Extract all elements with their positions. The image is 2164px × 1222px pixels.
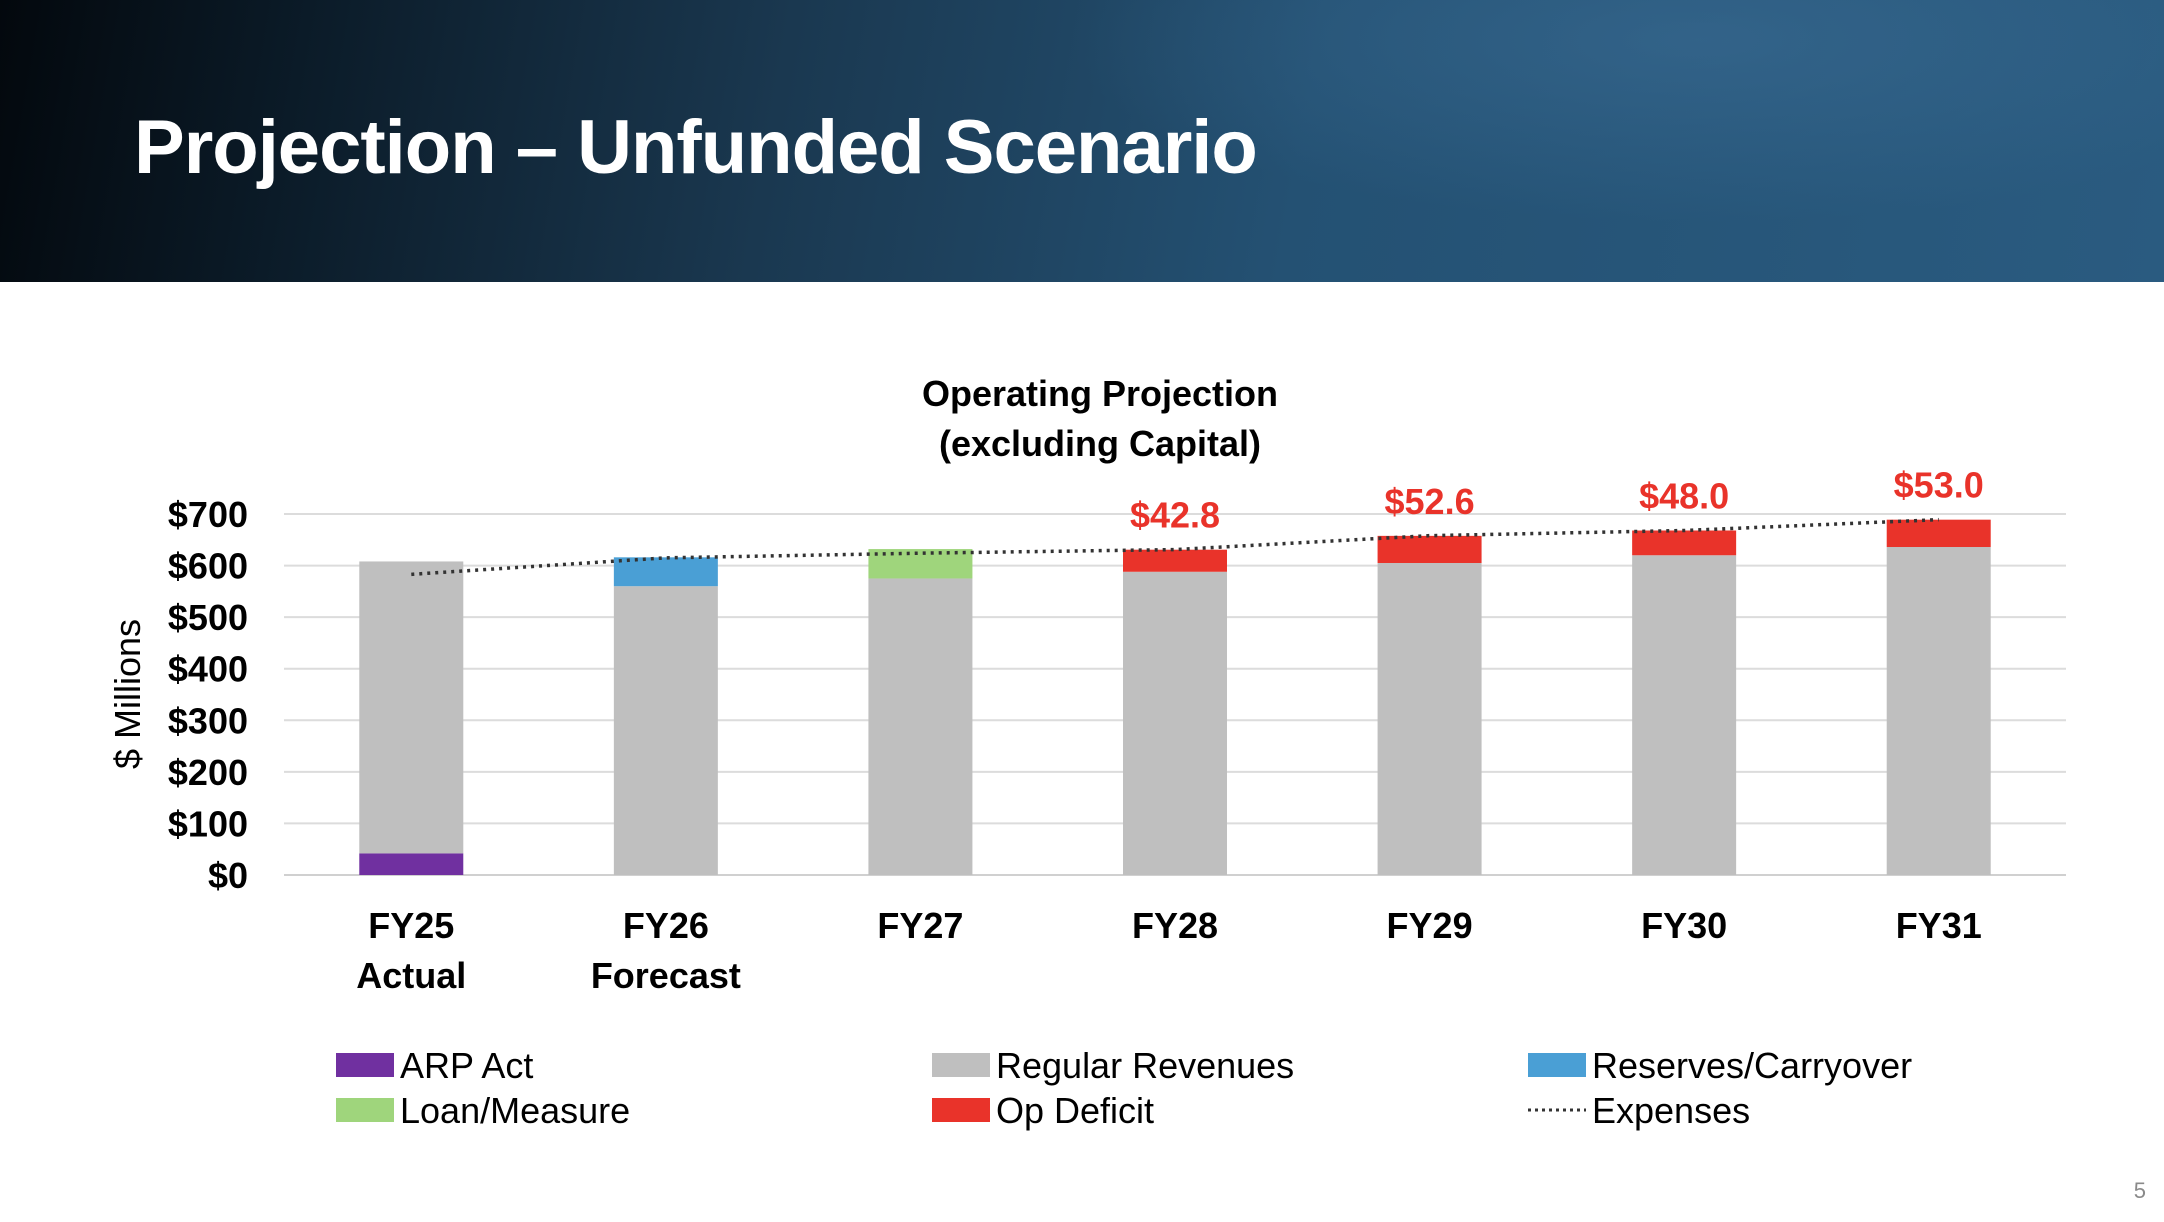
bar-reserves-carryover [613, 557, 718, 587]
x-tick-label: Forecast [591, 955, 741, 996]
bar-arp-act [359, 853, 464, 875]
deficit-data-label: $52.6 [1385, 481, 1475, 522]
x-tick-label: FY27 [877, 905, 963, 946]
legend-swatch [336, 1098, 394, 1122]
legend-label: ARP Act [400, 1045, 533, 1086]
y-tick-label: $500 [168, 597, 248, 638]
y-tick-label: $0 [208, 855, 248, 896]
y-tick-label: $600 [168, 546, 248, 587]
deficit-data-label: $48.0 [1639, 476, 1729, 517]
bar-op-deficit [1377, 535, 1482, 563]
bar-regular-revenues [1377, 562, 1482, 875]
x-tick-label: FY26 [623, 905, 709, 946]
y-tick-label: $300 [168, 700, 248, 741]
bar-regular-revenues [359, 561, 464, 854]
bar-regular-revenues [868, 578, 973, 875]
legend-swatch [1528, 1053, 1586, 1077]
legend-label: Reserves/Carryover [1592, 1045, 1912, 1086]
bar-op-deficit [1632, 530, 1737, 556]
y-axis-label: $ Millions [107, 619, 148, 769]
operating-projection-chart: Operating Projection (excluding Capital) $… [107, 373, 2066, 1131]
bar-regular-revenues [1886, 547, 1991, 875]
deficit-data-label: $42.8 [1130, 495, 1220, 536]
y-tick-label: $700 [168, 494, 248, 535]
slide-title: Projection – Unfunded Scenario [134, 105, 1258, 190]
legend-swatch [932, 1098, 990, 1122]
bar-regular-revenues [1123, 571, 1227, 875]
x-tick-label: FY28 [1132, 905, 1218, 946]
legend-swatch [336, 1053, 394, 1077]
legend-label: Regular Revenues [996, 1045, 1294, 1086]
x-tick-label: Actual [356, 955, 466, 996]
bar-regular-revenues [613, 586, 718, 875]
x-tick-label: FY29 [1387, 905, 1473, 946]
bar-regular-revenues [1632, 555, 1737, 875]
x-tick-label: FY30 [1641, 905, 1727, 946]
chart-title-line: (excluding Capital) [939, 423, 1261, 464]
expenses-line [411, 517, 1939, 577]
bar-op-deficit [1123, 549, 1227, 572]
legend-label: Loan/Measure [400, 1090, 630, 1131]
x-tick-label: FY31 [1896, 905, 1982, 946]
legend-label: Expenses [1592, 1090, 1750, 1131]
legend-swatch [932, 1053, 990, 1077]
chart-title-line: Operating Projection [922, 373, 1278, 414]
deficit-data-label: $53.0 [1894, 465, 1984, 506]
y-tick-label: $400 [168, 649, 248, 690]
legend-label: Op Deficit [996, 1090, 1154, 1131]
y-tick-label: $100 [168, 803, 248, 844]
slide-header: Projection – Unfunded Scenario [0, 0, 2164, 282]
x-tick-label: FY25 [368, 905, 454, 946]
bar-op-deficit [1886, 519, 1991, 548]
y-tick-label: $200 [168, 752, 248, 793]
page-number: 5 [2133, 1178, 2146, 1203]
